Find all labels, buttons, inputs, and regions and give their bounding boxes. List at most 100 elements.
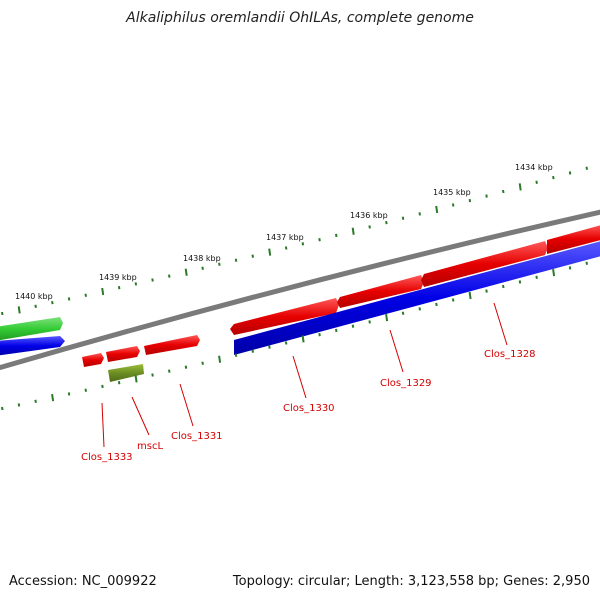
scale-tick-minor	[84, 388, 87, 392]
scale-tick-minor	[234, 353, 238, 357]
gene-clos-1331[interactable]	[144, 335, 200, 355]
scale-tick-minor	[585, 261, 588, 265]
scale-tick-minor	[168, 274, 171, 278]
scale-tick-major	[134, 375, 138, 383]
scale-tick-minor	[17, 403, 21, 407]
scale-ticks-top	[1, 166, 588, 316]
scale-tick-minor	[251, 254, 254, 258]
scale-tick-major	[468, 291, 472, 300]
scale-tick-major	[351, 227, 355, 235]
scale-label: 1439 kbp	[99, 273, 137, 282]
scale-tick-minor	[201, 361, 204, 365]
scale-tick-minor	[585, 166, 588, 170]
scale-tick-minor	[552, 175, 555, 180]
scale-tick-minor	[268, 345, 271, 349]
scale-tick-minor	[418, 212, 421, 216]
scale-tick-minor	[184, 365, 188, 369]
leader-line	[493, 302, 508, 346]
leader-line	[101, 402, 105, 448]
scale-label: 1436 kbp	[350, 211, 388, 220]
scale-tick-minor	[134, 282, 138, 286]
gene-label[interactable]: Clos_1330	[283, 403, 335, 414]
scale-tick-minor	[502, 284, 505, 289]
scale-tick-major	[385, 313, 389, 322]
scale-label: 1434 kbp	[515, 163, 553, 172]
scale-tick-minor	[1, 406, 4, 411]
scale-tick-minor	[168, 369, 171, 373]
scale-tick-minor	[385, 220, 388, 225]
scale-tick-minor	[218, 262, 221, 266]
gene-red-right[interactable]	[547, 224, 600, 254]
gene-mscl[interactable]	[108, 364, 144, 382]
scale-tick-major	[301, 335, 305, 343]
scale-tick-minor	[335, 233, 338, 238]
scale-tick-major	[268, 248, 272, 256]
scale-tick-minor	[451, 298, 455, 302]
scale-tick-minor	[568, 266, 572, 270]
scale-tick-minor	[418, 307, 421, 311]
scale-tick-major	[552, 269, 556, 277]
gene-label[interactable]: Clos_1328	[484, 349, 536, 360]
scale-tick-minor	[67, 297, 71, 301]
scale-tick-minor	[485, 289, 488, 293]
scale-ticks-bottom	[1, 261, 588, 411]
scale-labels: 1434 kbp 1435 kbp 1436 kbp 1437 kbp 1438…	[15, 163, 553, 301]
gene-label[interactable]: Clos_1329	[380, 378, 432, 389]
scale-tick-minor	[251, 349, 254, 353]
genome-backbone	[0, 209, 600, 371]
genome-summary-text: Topology: circular; Length: 3,123,558 bp…	[232, 574, 590, 589]
scale-tick-minor	[368, 225, 371, 229]
scale-label: 1438 kbp	[183, 254, 221, 263]
scale-tick-minor	[1, 311, 4, 316]
leader-line	[131, 396, 150, 436]
scale-tick-major	[184, 268, 188, 276]
leader-line	[389, 329, 404, 373]
scale-tick-major	[218, 355, 222, 363]
gene-clos-1330[interactable]	[230, 298, 339, 335]
scale-tick-minor	[351, 324, 355, 328]
scale-label: 1435 kbp	[433, 188, 471, 197]
gene-green-left[interactable]	[0, 317, 63, 341]
gene-label-leaders	[101, 302, 508, 448]
gene-blue-left[interactable]	[0, 336, 65, 356]
scale-tick-minor	[485, 194, 488, 198]
scale-tick-minor	[451, 203, 455, 207]
scale-tick-minor	[318, 333, 321, 337]
scale-tick-minor	[84, 293, 87, 297]
scale-tick-minor	[284, 341, 288, 345]
scale-tick-minor	[67, 392, 71, 396]
leader-line	[179, 383, 194, 427]
scale-tick-minor	[401, 311, 405, 315]
scale-tick-minor	[401, 216, 405, 220]
scale-tick-minor	[368, 320, 371, 324]
gene-label[interactable]: mscL	[137, 441, 163, 452]
scale-label: 1440 kbp	[15, 292, 53, 301]
scale-tick-minor	[301, 242, 305, 246]
scale-tick-major	[17, 306, 21, 314]
gene-label[interactable]: Clos_1333	[81, 452, 133, 463]
gene-red-small-2[interactable]	[106, 346, 140, 362]
scale-tick-minor	[117, 381, 121, 385]
scale-tick-minor	[34, 304, 37, 308]
scale-tick-minor	[318, 238, 321, 242]
scale-tick-major	[518, 183, 522, 191]
gene-clos-1328[interactable]	[421, 241, 548, 287]
scale-tick-minor	[284, 246, 288, 250]
scale-tick-minor	[201, 266, 204, 270]
scale-tick-minor	[234, 258, 238, 262]
gene-clos-1329[interactable]	[337, 275, 424, 308]
accession-text: Accession: NC_009922	[9, 574, 157, 589]
scale-tick-minor	[51, 300, 54, 305]
gene-labels: Clos_1328 Clos_1329 Clos_1330 Clos_1331 …	[81, 349, 536, 463]
scale-tick-minor	[335, 328, 338, 333]
gene-clos-1333[interactable]	[82, 353, 104, 367]
gene-blue-long[interactable]	[234, 240, 600, 355]
scale-tick-major	[101, 287, 105, 296]
scale-tick-minor	[101, 384, 104, 389]
scale-tick-minor	[435, 302, 438, 307]
scale-tick-minor	[518, 280, 522, 284]
scale-tick-minor	[151, 278, 154, 282]
gene-label[interactable]: Clos_1331	[171, 431, 223, 442]
